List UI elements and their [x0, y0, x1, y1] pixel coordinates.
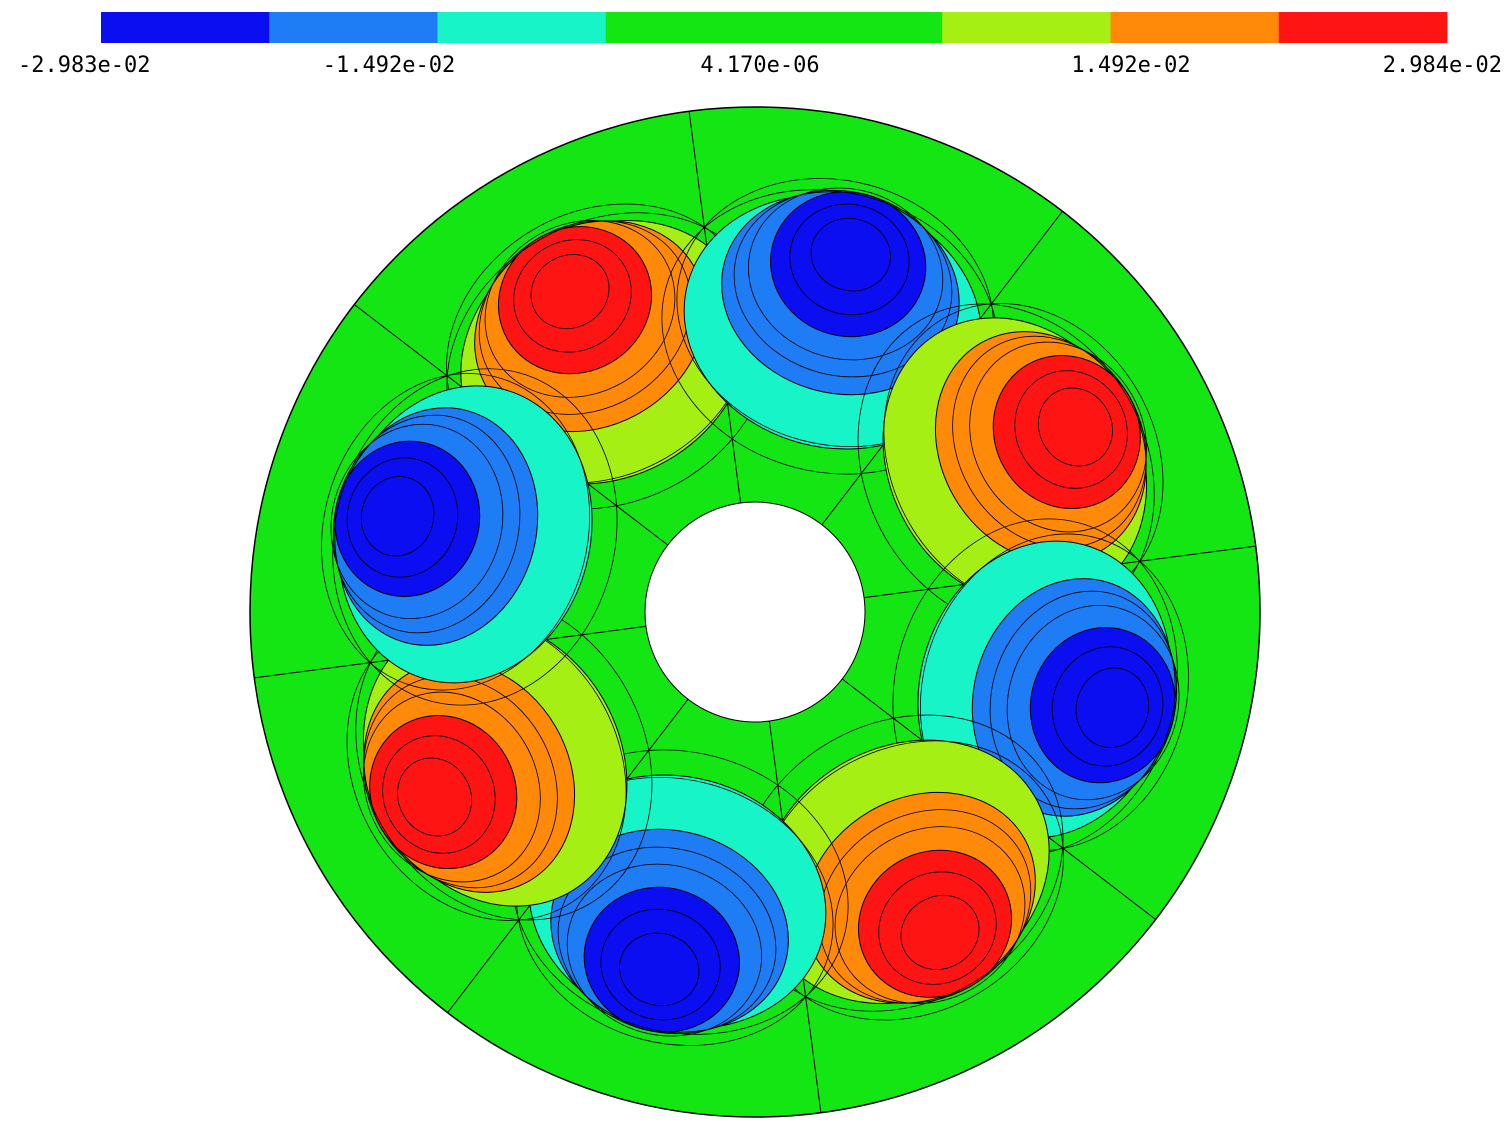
contour-line: [969, 341, 1147, 533]
colorbar-segment: [605, 12, 775, 43]
contour-line: [330, 423, 504, 619]
contour-line: [382, 735, 496, 854]
contour-line: [748, 187, 944, 361]
colorbar-label: -1.492e-02: [323, 53, 455, 78]
colorbar-segment: [269, 12, 438, 43]
contour-line: [332, 414, 521, 634]
positive-lobe: [736, 714, 1064, 1021]
contour-line: [321, 373, 591, 691]
contour-line: [1037, 387, 1113, 467]
colorbar-label: 1.492e-02: [1071, 53, 1190, 78]
contour-line: [332, 368, 618, 706]
contour-line: [397, 757, 473, 837]
contour-band: [992, 354, 1141, 510]
contour-line: [733, 189, 953, 378]
contour-line: [989, 590, 1178, 810]
colorbar-segment: [1278, 12, 1448, 43]
contour-line: [363, 675, 558, 889]
contour-line: [530, 254, 610, 330]
inner-hole: [644, 501, 866, 723]
colorbar: -2.983e-02 -1.492e-02 4.170e-06 1.492e-02 2.…: [18, 12, 1502, 78]
contour-line: [1051, 646, 1164, 767]
contour-line: [600, 908, 721, 1021]
contour-line: [557, 846, 777, 1035]
contour-field: [249, 106, 1261, 1118]
contour-line: [484, 220, 676, 398]
colorbar-label: 4.170e-06: [700, 53, 819, 78]
contour-band: [770, 191, 927, 338]
contour-line: [789, 203, 910, 316]
contour-line: [363, 691, 541, 883]
colorbar-segment: [942, 12, 1111, 43]
contour-line: [1014, 370, 1128, 489]
negative-lobe: [321, 368, 618, 706]
contour-line: [900, 894, 980, 970]
contour-line: [810, 217, 891, 292]
contour-line: [566, 863, 762, 1037]
contour-line: [1075, 667, 1150, 748]
colorbar-label: -2.983e-02: [18, 53, 150, 78]
positive-lobe: [857, 303, 1164, 631]
colorbar-segment: [1110, 12, 1280, 43]
contour-line: [360, 476, 435, 557]
contour-line: [619, 932, 700, 1007]
contour-line: [346, 457, 459, 578]
colorbar-segment: [774, 12, 943, 43]
colorbar-segment: [101, 12, 270, 43]
colorbar-label: 2.984e-02: [1383, 53, 1502, 78]
contour-band: [497, 226, 653, 375]
contour-line: [834, 826, 1026, 1004]
contour-line: [478, 220, 692, 415]
contour-line: [818, 809, 1032, 1004]
contour-band: [1029, 627, 1176, 784]
colorbar-segment: [437, 12, 607, 43]
contour-line: [878, 871, 997, 985]
contour-line: [1006, 605, 1180, 801]
contour-line: [952, 335, 1147, 549]
